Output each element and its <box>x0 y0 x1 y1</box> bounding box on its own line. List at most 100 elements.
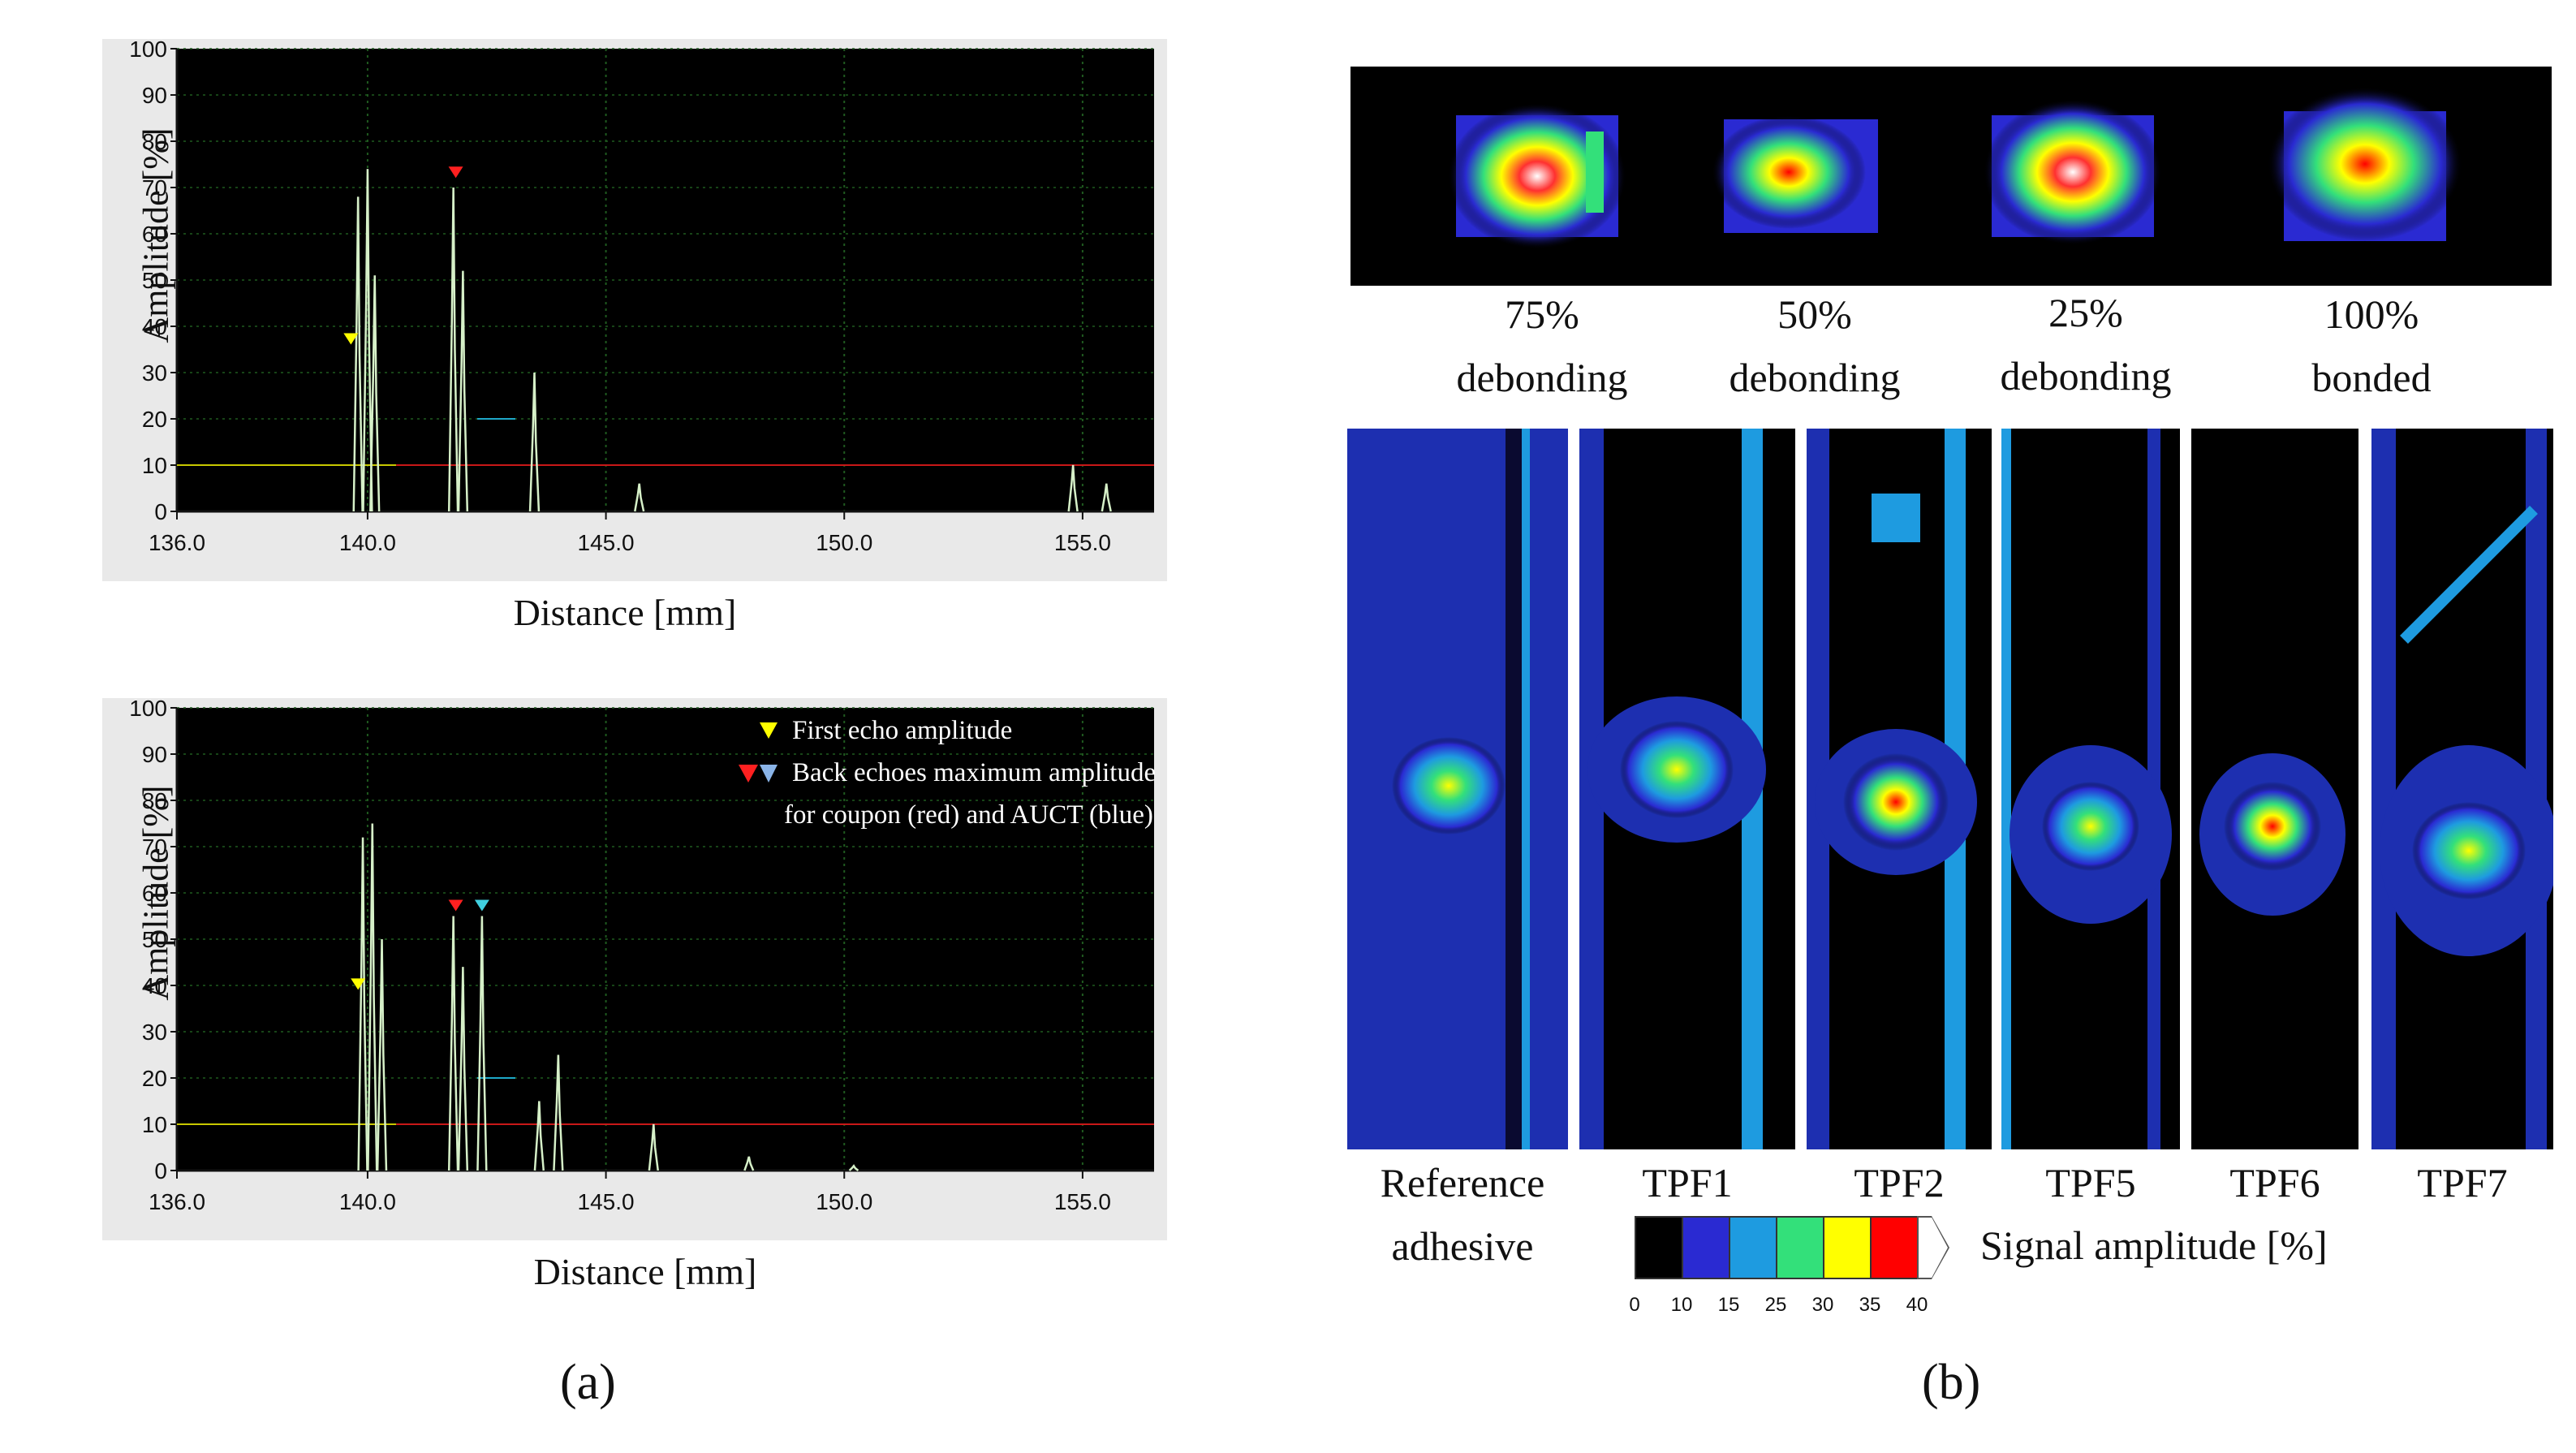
colorbar-swatch <box>1776 1216 1823 1279</box>
top-caption-75: 75% debonding <box>1456 291 1628 400</box>
legend-red-marker <box>739 765 758 783</box>
back-echo-marker-blue <box>474 899 489 912</box>
top-caption-100: 100% bonded <box>2311 291 2432 400</box>
first-echo-marker <box>343 333 359 345</box>
legend-first-echo: First echo amplitude <box>792 716 1012 745</box>
y-tick-label: 50 <box>142 268 167 293</box>
ascan-chart-2: 100 90 80 70 60 50 40 30 20 10 0 136.0 140.0 145.0 150… <box>102 698 1167 1240</box>
panel-label-b: (b) <box>1922 1355 1981 1410</box>
strip-reference <box>1347 429 1568 1149</box>
y-tick-label: 50 <box>142 927 167 952</box>
echo-peak <box>352 196 364 512</box>
echo-peak <box>367 823 378 1171</box>
echo-peak <box>476 916 488 1171</box>
y-axis-title-1: Amplitude [%] <box>136 127 176 343</box>
x-axis-title-2: Distance [mm] <box>533 1251 757 1292</box>
echo-peak <box>457 270 469 512</box>
strip-label-tpf2: TPF2 <box>1854 1160 1945 1205</box>
x-tick-label: 150.0 <box>816 530 872 555</box>
x-tick-label: 140.0 <box>339 1189 396 1214</box>
y-tick-label: 20 <box>142 407 167 432</box>
echo-peak <box>447 916 459 1171</box>
strip-tpf1 <box>1579 429 1795 1149</box>
y-tick-label: 100 <box>129 39 167 62</box>
y-tick-label: 80 <box>142 129 167 154</box>
y-tick-label: 0 <box>154 1158 167 1184</box>
strip-label-tpf5: TPF5 <box>2045 1160 2136 1205</box>
top-caption-50: 50% debonding <box>1729 291 1901 400</box>
colorbar-swatch <box>1729 1216 1776 1279</box>
top-cscan-image <box>1350 67 2552 286</box>
x-tick-label: 136.0 <box>149 530 205 555</box>
y-tick-label: 30 <box>142 1020 167 1045</box>
strip-tpf5 <box>2001 429 2180 1149</box>
y-tick-label: 30 <box>142 360 167 386</box>
colorbar-tick-label: 25 <box>1764 1294 1787 1316</box>
y-tick-label: 40 <box>142 314 167 339</box>
x-tick-label: 145.0 <box>578 1189 635 1214</box>
colorbar-tick-label: 0 <box>1629 1294 1640 1316</box>
y-axis-title-2: Amplitude [%] <box>136 785 176 1001</box>
strip-label-tpf6: TPF6 <box>2229 1160 2320 1205</box>
y-tick-label: 0 <box>154 499 167 524</box>
y-tick-label: 60 <box>142 881 167 906</box>
colorbar-tick-label: 10 <box>1670 1294 1693 1316</box>
legend-blue-marker <box>760 765 778 783</box>
colorbar-swatch <box>1917 1216 1949 1279</box>
echo-peak <box>369 275 381 512</box>
scan-hotspot-100 <box>2268 87 2462 241</box>
colorbar-swatch <box>1823 1216 1870 1279</box>
colorbar-swatch <box>1635 1216 1682 1279</box>
strip-label-reference: Reference adhesive <box>1380 1160 1545 1269</box>
colorbar-swatch <box>1682 1216 1729 1279</box>
echo-peak <box>648 1123 659 1171</box>
y-tick-label: 10 <box>142 453 167 478</box>
y-tick-label: 100 <box>129 698 167 721</box>
x-tick-label: 150.0 <box>816 1189 872 1214</box>
strip-tpf2 <box>1807 429 1992 1149</box>
colorbar-swatch <box>1870 1216 1917 1279</box>
echo-peak <box>1067 464 1079 512</box>
y-tick-label: 60 <box>142 222 167 247</box>
scan-hotspot-75 <box>1448 103 1626 249</box>
echo-peak <box>634 483 645 512</box>
scan-hotspot-50 <box>1712 115 1866 229</box>
y-tick-label: 40 <box>142 973 167 998</box>
strip-tpf7 <box>2371 429 2553 1149</box>
echo-peak <box>848 1164 859 1171</box>
x-tick-label: 155.0 <box>1054 1189 1111 1214</box>
echo-peak <box>357 837 368 1171</box>
y-tick-label: 20 <box>142 1066 167 1091</box>
x-tick-label: 155.0 <box>1054 530 1111 555</box>
y-tick-label: 80 <box>142 788 167 813</box>
y-tick-label: 70 <box>142 175 167 200</box>
echo-peak <box>743 1156 755 1171</box>
colorbar-tick-label: 30 <box>1811 1294 1834 1316</box>
back-echo-marker-red <box>448 166 463 179</box>
echo-peak <box>528 372 541 512</box>
back-echo-marker-red <box>448 899 463 912</box>
echo-peak <box>533 1101 545 1171</box>
y-tick-label: 10 <box>142 1112 167 1137</box>
ascan-chart-1: 100 90 80 70 60 50 40 30 20 10 0 136.0 140.0 145.0 150… <box>102 39 1167 581</box>
legend-back-echo-2: for coupon (red) and AUCT (blue) <box>784 800 1153 830</box>
legend-yellow-marker <box>760 722 778 739</box>
echo-peak <box>457 967 469 1171</box>
legend-back-echo-1: Back echoes maximum amplitude <box>792 758 1156 787</box>
x-axis-title-1: Distance [mm] <box>513 592 737 633</box>
y-tick-label: 70 <box>142 834 167 860</box>
y-tick-label: 90 <box>142 83 167 108</box>
colorbar-tick-label: 15 <box>1717 1294 1740 1316</box>
first-echo-marker <box>351 978 366 990</box>
y-tick-label: 90 <box>142 742 167 767</box>
panel-label-a: (a) <box>560 1355 616 1410</box>
colorbar-tick-label: 35 <box>1859 1294 1881 1316</box>
echo-peak <box>447 187 459 512</box>
top-cscan-svg <box>1448 87 2462 249</box>
echo-peak <box>553 1054 564 1171</box>
scan-hotspot-25 <box>1984 99 2162 245</box>
echo-peak <box>376 938 388 1171</box>
echo-peak <box>362 169 373 512</box>
